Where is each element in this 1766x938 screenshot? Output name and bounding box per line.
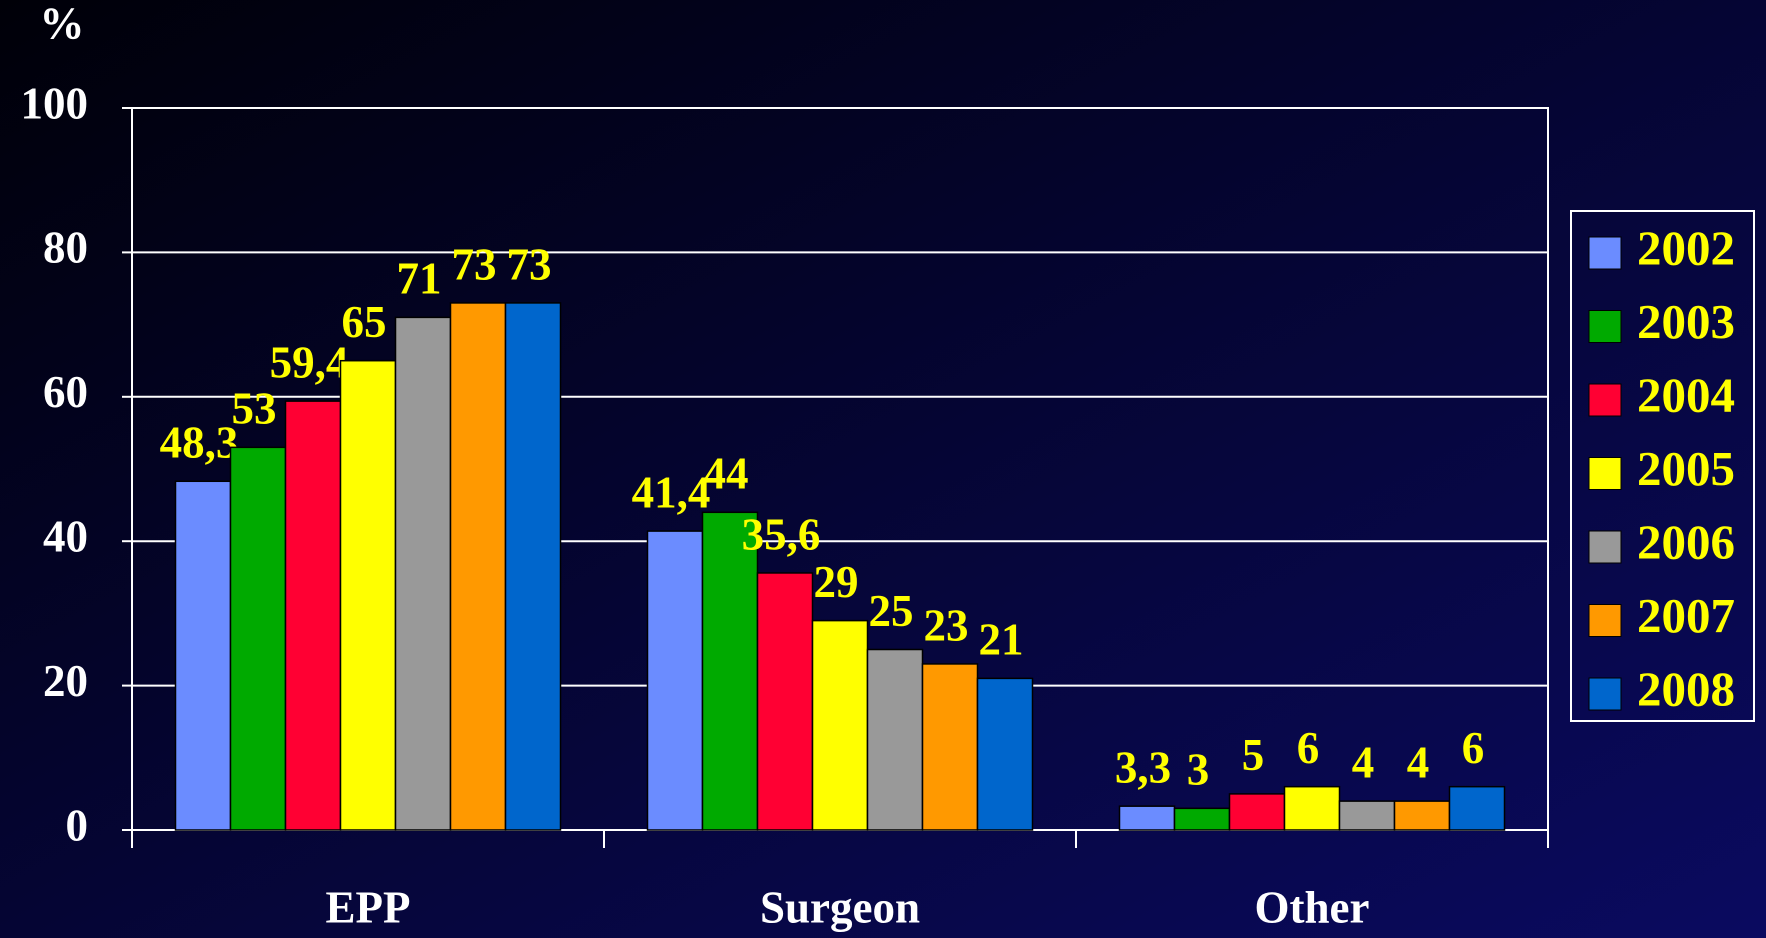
legend-swatch <box>1588 310 1622 343</box>
bar <box>229 446 287 831</box>
bar <box>646 530 704 831</box>
legend-swatch <box>1588 530 1622 564</box>
legend-label: 2004 <box>1637 367 1735 422</box>
data-label: 23 <box>924 600 969 650</box>
bar <box>449 302 507 831</box>
data-label: 48,3 <box>160 418 239 468</box>
bar <box>1283 785 1341 831</box>
y-tick-label: 100 <box>21 78 89 128</box>
bar <box>174 480 232 831</box>
data-label: 73 <box>507 239 552 289</box>
y-axis-label: % <box>40 0 85 48</box>
data-label: 53 <box>232 384 277 434</box>
data-label: 41,4 <box>632 467 711 517</box>
data-label: 59,4 <box>270 337 349 387</box>
bar <box>921 663 979 831</box>
x-tick-label: Surgeon <box>760 882 920 932</box>
bar <box>1228 793 1286 831</box>
bar <box>701 511 759 831</box>
data-label: 5 <box>1242 730 1265 780</box>
data-label: 4 <box>1407 737 1430 787</box>
legend-label: 2002 <box>1637 220 1735 275</box>
legend-label: 2003 <box>1637 294 1735 349</box>
bar <box>394 316 452 831</box>
data-label: 29 <box>814 557 859 607</box>
bar <box>284 400 342 831</box>
legend-swatch <box>1588 457 1622 490</box>
legend-swatch <box>1588 604 1622 637</box>
bar <box>1338 800 1396 831</box>
data-label: 73 <box>452 239 497 289</box>
data-label: 3 <box>1187 745 1210 795</box>
data-label: 6 <box>1297 723 1320 773</box>
bar <box>756 572 814 831</box>
data-label: 35,6 <box>742 509 821 559</box>
bar <box>976 677 1034 831</box>
bar <box>1448 785 1506 831</box>
y-tick-label: 60 <box>43 367 88 417</box>
legend-swatch <box>1588 677 1622 711</box>
data-label: 21 <box>979 615 1024 665</box>
legend-label: 2008 <box>1637 661 1735 716</box>
legend-label: 2005 <box>1637 441 1735 496</box>
legend-swatch <box>1588 383 1622 417</box>
data-label: 6 <box>1462 723 1485 773</box>
bar <box>811 619 869 831</box>
x-tick-label: EPP <box>326 882 411 932</box>
data-label: 71 <box>397 254 442 304</box>
y-tick-label: 80 <box>43 223 88 273</box>
legend-label: 2007 <box>1637 588 1735 643</box>
legend-label: 2006 <box>1637 514 1735 569</box>
bar <box>1118 805 1176 831</box>
data-label: 25 <box>869 586 914 636</box>
bar <box>339 359 397 831</box>
data-label: 44 <box>704 449 749 499</box>
legend-swatch <box>1588 236 1622 270</box>
bar <box>1173 807 1231 831</box>
data-label: 3,3 <box>1115 743 1171 793</box>
bar <box>1393 800 1451 831</box>
data-label: 65 <box>342 297 387 347</box>
y-tick-label: 40 <box>43 512 88 562</box>
y-tick-label: 0 <box>66 800 89 850</box>
bar <box>504 302 562 831</box>
y-tick-label: 20 <box>43 656 88 706</box>
data-label: 4 <box>1352 737 1375 787</box>
x-tick-label: Other <box>1255 882 1370 932</box>
bar <box>866 648 924 831</box>
legend-box <box>1570 210 1755 722</box>
